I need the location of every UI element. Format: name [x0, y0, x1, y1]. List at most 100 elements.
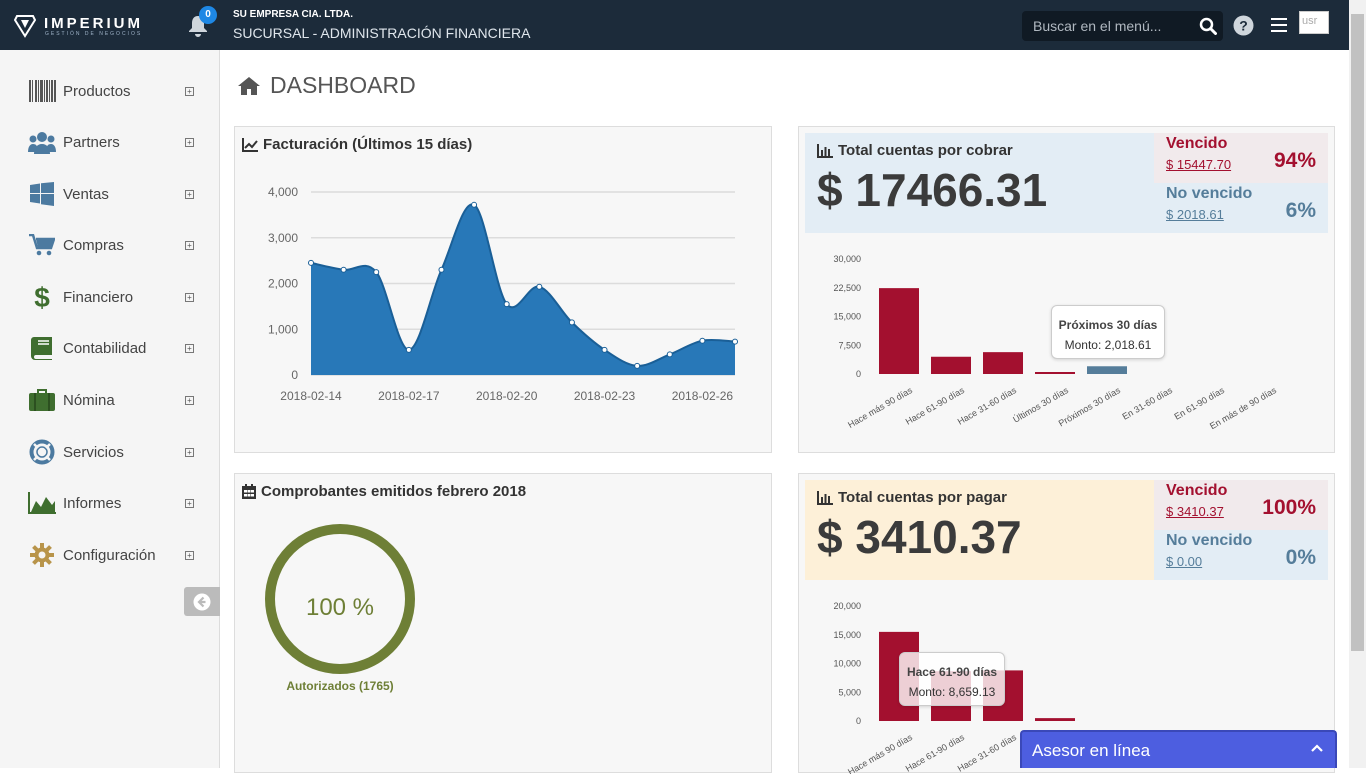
billing-title-text: Facturación (Últimos 15 días) [263, 136, 473, 153]
barcode-icon [28, 77, 56, 105]
scrollbar-thumb[interactable] [1351, 14, 1364, 651]
payables-title: Total cuentas por pagar [817, 489, 1007, 506]
x-tick-label: 2018-02-26 [672, 389, 734, 403]
billing-area [311, 204, 735, 375]
bar-chart-icon [817, 143, 833, 158]
sidebar-item-financiero[interactable]: $ Financiero + [0, 277, 220, 317]
search-input[interactable] [1022, 11, 1192, 41]
y-tick-label: 15,000 [833, 630, 861, 640]
cart-icon [28, 231, 56, 259]
data-point [601, 346, 608, 353]
data-point [732, 338, 738, 345]
chevron-up-icon[interactable] [1311, 744, 1323, 752]
expand-icon[interactable]: + [185, 189, 194, 199]
sidebar-item-label: Contabilidad [63, 339, 147, 357]
sidebar-item-configuracion[interactable]: Configuración + [0, 535, 220, 575]
help-icon[interactable]: ? [1233, 15, 1254, 36]
notdue-amount-link[interactable]: $ 0.00 [1166, 554, 1203, 569]
data-point [634, 362, 641, 369]
sidebar-item-informes[interactable]: Informes + [0, 483, 220, 523]
expand-icon[interactable]: + [185, 137, 194, 147]
lifebuoy-icon [28, 438, 56, 466]
expand-icon[interactable]: + [185, 343, 194, 353]
search-icon[interactable] [1199, 17, 1217, 35]
expand-icon[interactable]: + [185, 240, 194, 250]
vouchers-donut-chart[interactable] [255, 514, 425, 684]
arrow-left-circle-icon [193, 593, 211, 610]
tooltip-value: Monto: 8,659.13 [908, 685, 996, 699]
calendar-icon [242, 484, 256, 499]
sidebar: Productos + Partners + Ventas + Compras … [0, 50, 220, 768]
branch-name[interactable]: SUCURSAL - ADMINISTRACIÓN FINANCIERA [233, 25, 531, 41]
tooltip-title: Próximos 30 días [1058, 318, 1158, 332]
sidebar-item-ventas[interactable]: Ventas + [0, 174, 220, 214]
menu-search [1022, 11, 1223, 41]
receivables-due-box: Vencido $ 15447.70 94% [1154, 133, 1328, 183]
data-point [536, 283, 543, 290]
sidebar-item-compras[interactable]: Compras + [0, 225, 220, 265]
expand-icon[interactable]: + [185, 86, 194, 96]
y-tick-label: 7,500 [838, 340, 861, 350]
expand-icon[interactable]: + [185, 395, 194, 405]
receivables-bar-chart[interactable]: 0 7,500 15,000 22,500 30,000 Hace más 90 días… [799, 247, 1334, 447]
y-tick-label: 0 [856, 716, 861, 726]
billing-card-title: Facturación (Últimos 15 días) [242, 136, 472, 153]
receivables-title-text: Total cuentas por cobrar [838, 142, 1013, 159]
windows-icon [28, 180, 56, 208]
expand-icon[interactable]: + [185, 498, 194, 508]
payables-due-box: Vencido $ 3410.37 100% [1154, 480, 1328, 530]
x-tick-label: Hace más 90 días [846, 385, 914, 430]
billing-area-chart[interactable]: 0 1,000 2,000 3,000 4,000 2018-02-14 2018-02-1… [235, 162, 771, 452]
due-amount-link[interactable]: $ 15447.70 [1166, 157, 1232, 172]
sidebar-item-partners[interactable]: Partners + [0, 122, 220, 162]
top-navbar: IMPERIUM GESTIÓN DE NEGOCIOS 0 SU EMPRES… [0, 0, 1366, 50]
sidebar-item-label: Configuración [63, 546, 156, 564]
bar [931, 356, 971, 374]
app-logo[interactable]: IMPERIUM GESTIÓN DE NEGOCIOS [14, 14, 143, 38]
online-advisor-chat[interactable]: Asesor en línea [1020, 730, 1337, 768]
gear-icon [28, 541, 56, 569]
collapse-sidebar-button[interactable] [184, 587, 220, 616]
svg-text:$: $ [34, 283, 50, 311]
due-amount-link[interactable]: $ 3410.37 [1166, 504, 1224, 519]
tooltip-title: Hace 61-90 días [906, 665, 998, 679]
expand-icon[interactable]: + [185, 447, 194, 457]
due-percent: 100% [1262, 496, 1316, 519]
sidebar-item-contabilidad[interactable]: Contabilidad + [0, 328, 220, 368]
y-tick-label: 0 [291, 368, 298, 382]
sidebar-item-productos[interactable]: Productos + [0, 71, 220, 111]
sidebar-item-servicios[interactable]: Servicios + [0, 432, 220, 472]
svg-text:?: ? [1239, 18, 1248, 34]
area-chart-icon [28, 489, 56, 517]
receivables-summary: Total cuentas por cobrar $ 17466.31 [805, 133, 1154, 233]
notdue-percent: 0% [1285, 546, 1316, 569]
notdue-amount-link[interactable]: $ 2018.61 [1166, 207, 1224, 222]
user-avatar[interactable]: usr [1299, 11, 1329, 34]
expand-icon[interactable]: + [185, 550, 194, 560]
billing-card: Facturación (Últimos 15 días) 0 1,000 2,00… [234, 126, 772, 453]
data-point [699, 337, 706, 344]
payables-total-amount: $ 3410.37 [817, 511, 1022, 563]
y-tick-label: 20,000 [833, 601, 861, 611]
bar [1035, 718, 1075, 721]
expand-icon[interactable]: + [185, 292, 194, 302]
sidebar-item-nomina[interactable]: Nómina + [0, 380, 220, 420]
sidebar-item-label: Productos [63, 82, 131, 100]
payables-tooltip: Hace 61-90 días Monto: 8,659.13 [899, 652, 1005, 706]
y-tick-label: 5,000 [838, 687, 861, 697]
notdue-percent: 6% [1285, 199, 1316, 222]
due-label: Vencido [1166, 135, 1228, 152]
company-name: SU EMPRESA CIA. LTDA. [233, 9, 354, 20]
sidebar-item-label: Financiero [63, 288, 134, 306]
x-tick-label: Hace 31-60 días [956, 385, 1019, 427]
page-scrollbar[interactable] [1349, 0, 1366, 768]
payables-card: Total cuentas por pagar $ 3410.37 Vencid… [798, 473, 1335, 774]
receivables-notdue-box: No vencido $ 2018.61 6% [1154, 183, 1328, 233]
payables-notdue-box: No vencido $ 0.00 0% [1154, 530, 1328, 580]
sidebar-item-label: Servicios [63, 443, 124, 461]
hamburger-menu-icon[interactable] [1271, 18, 1287, 32]
vouchers-card: Comprobantes emitidos febrero 2018 100 %… [234, 473, 772, 773]
vouchers-card-title: Comprobantes emitidos febrero 2018 [242, 483, 526, 500]
bar [983, 352, 1023, 374]
